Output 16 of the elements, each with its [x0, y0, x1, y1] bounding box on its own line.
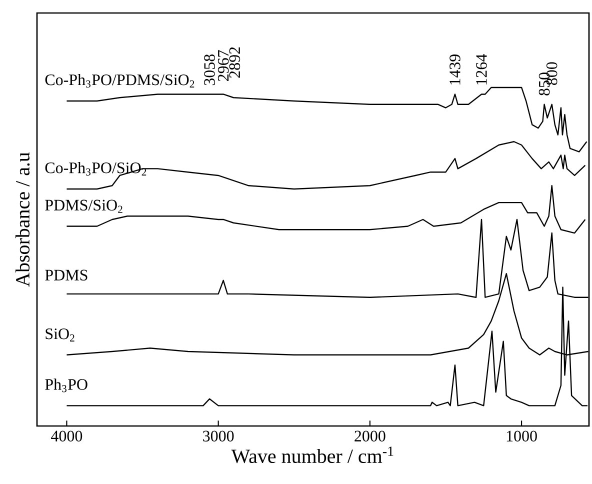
x-tick-label: 3000	[203, 430, 234, 442]
series-label: Ph$_{3}$PO	[45, 378, 88, 392]
annotation: 2892	[229, 47, 240, 78]
annotation: 1439	[450, 54, 460, 84]
series-label: PDMS	[45, 270, 88, 281]
annotation: 1264	[476, 54, 487, 84]
x-tick-label: 1000	[506, 430, 537, 442]
series-label: PDMS/SiO$_{2}$	[45, 200, 122, 213]
x-tick-label: 2000	[354, 430, 386, 442]
series-label: SiO$_{2}$	[46, 328, 74, 342]
x-axis-title: Wave number / cm$^{-1}$	[231, 446, 394, 464]
x-tick-label: 4000	[51, 430, 82, 442]
annotation: 2967	[218, 50, 229, 81]
annotation: 3058	[204, 54, 215, 86]
y-axis-title: Absorbance / a.u	[15, 152, 30, 287]
series-label: Co-Ph$_{3}$PO/PDMS/SiO$_{2}$	[45, 74, 194, 88]
